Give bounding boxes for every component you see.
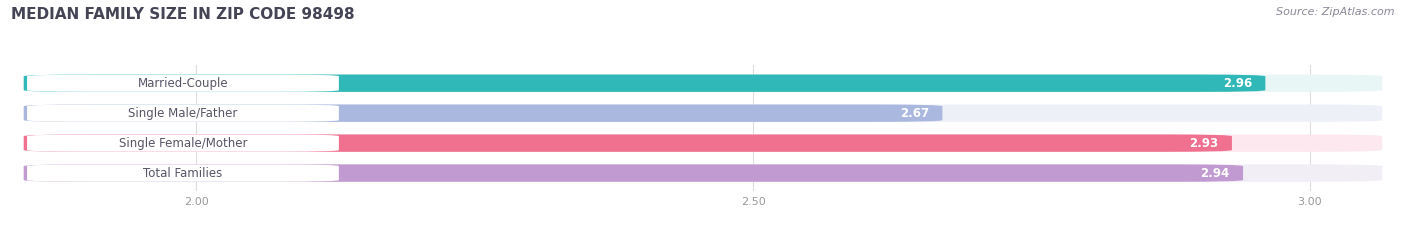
FancyBboxPatch shape xyxy=(24,134,1382,152)
FancyBboxPatch shape xyxy=(27,105,339,122)
Text: Total Families: Total Families xyxy=(143,167,222,180)
Text: Single Female/Mother: Single Female/Mother xyxy=(118,137,247,150)
FancyBboxPatch shape xyxy=(24,134,1232,152)
Text: Source: ZipAtlas.com: Source: ZipAtlas.com xyxy=(1277,7,1395,17)
Text: 2.96: 2.96 xyxy=(1223,77,1251,90)
FancyBboxPatch shape xyxy=(24,75,1265,92)
Text: 2.67: 2.67 xyxy=(900,107,929,120)
FancyBboxPatch shape xyxy=(27,164,339,182)
FancyBboxPatch shape xyxy=(24,104,1382,122)
Text: 2.93: 2.93 xyxy=(1189,137,1219,150)
FancyBboxPatch shape xyxy=(24,75,1382,92)
FancyBboxPatch shape xyxy=(24,104,942,122)
FancyBboxPatch shape xyxy=(27,134,339,152)
FancyBboxPatch shape xyxy=(24,164,1382,182)
FancyBboxPatch shape xyxy=(27,75,339,92)
FancyBboxPatch shape xyxy=(24,164,1243,182)
Text: Married-Couple: Married-Couple xyxy=(138,77,228,90)
Text: 2.94: 2.94 xyxy=(1201,167,1230,180)
Text: Single Male/Father: Single Male/Father xyxy=(128,107,238,120)
Text: MEDIAN FAMILY SIZE IN ZIP CODE 98498: MEDIAN FAMILY SIZE IN ZIP CODE 98498 xyxy=(11,7,354,22)
